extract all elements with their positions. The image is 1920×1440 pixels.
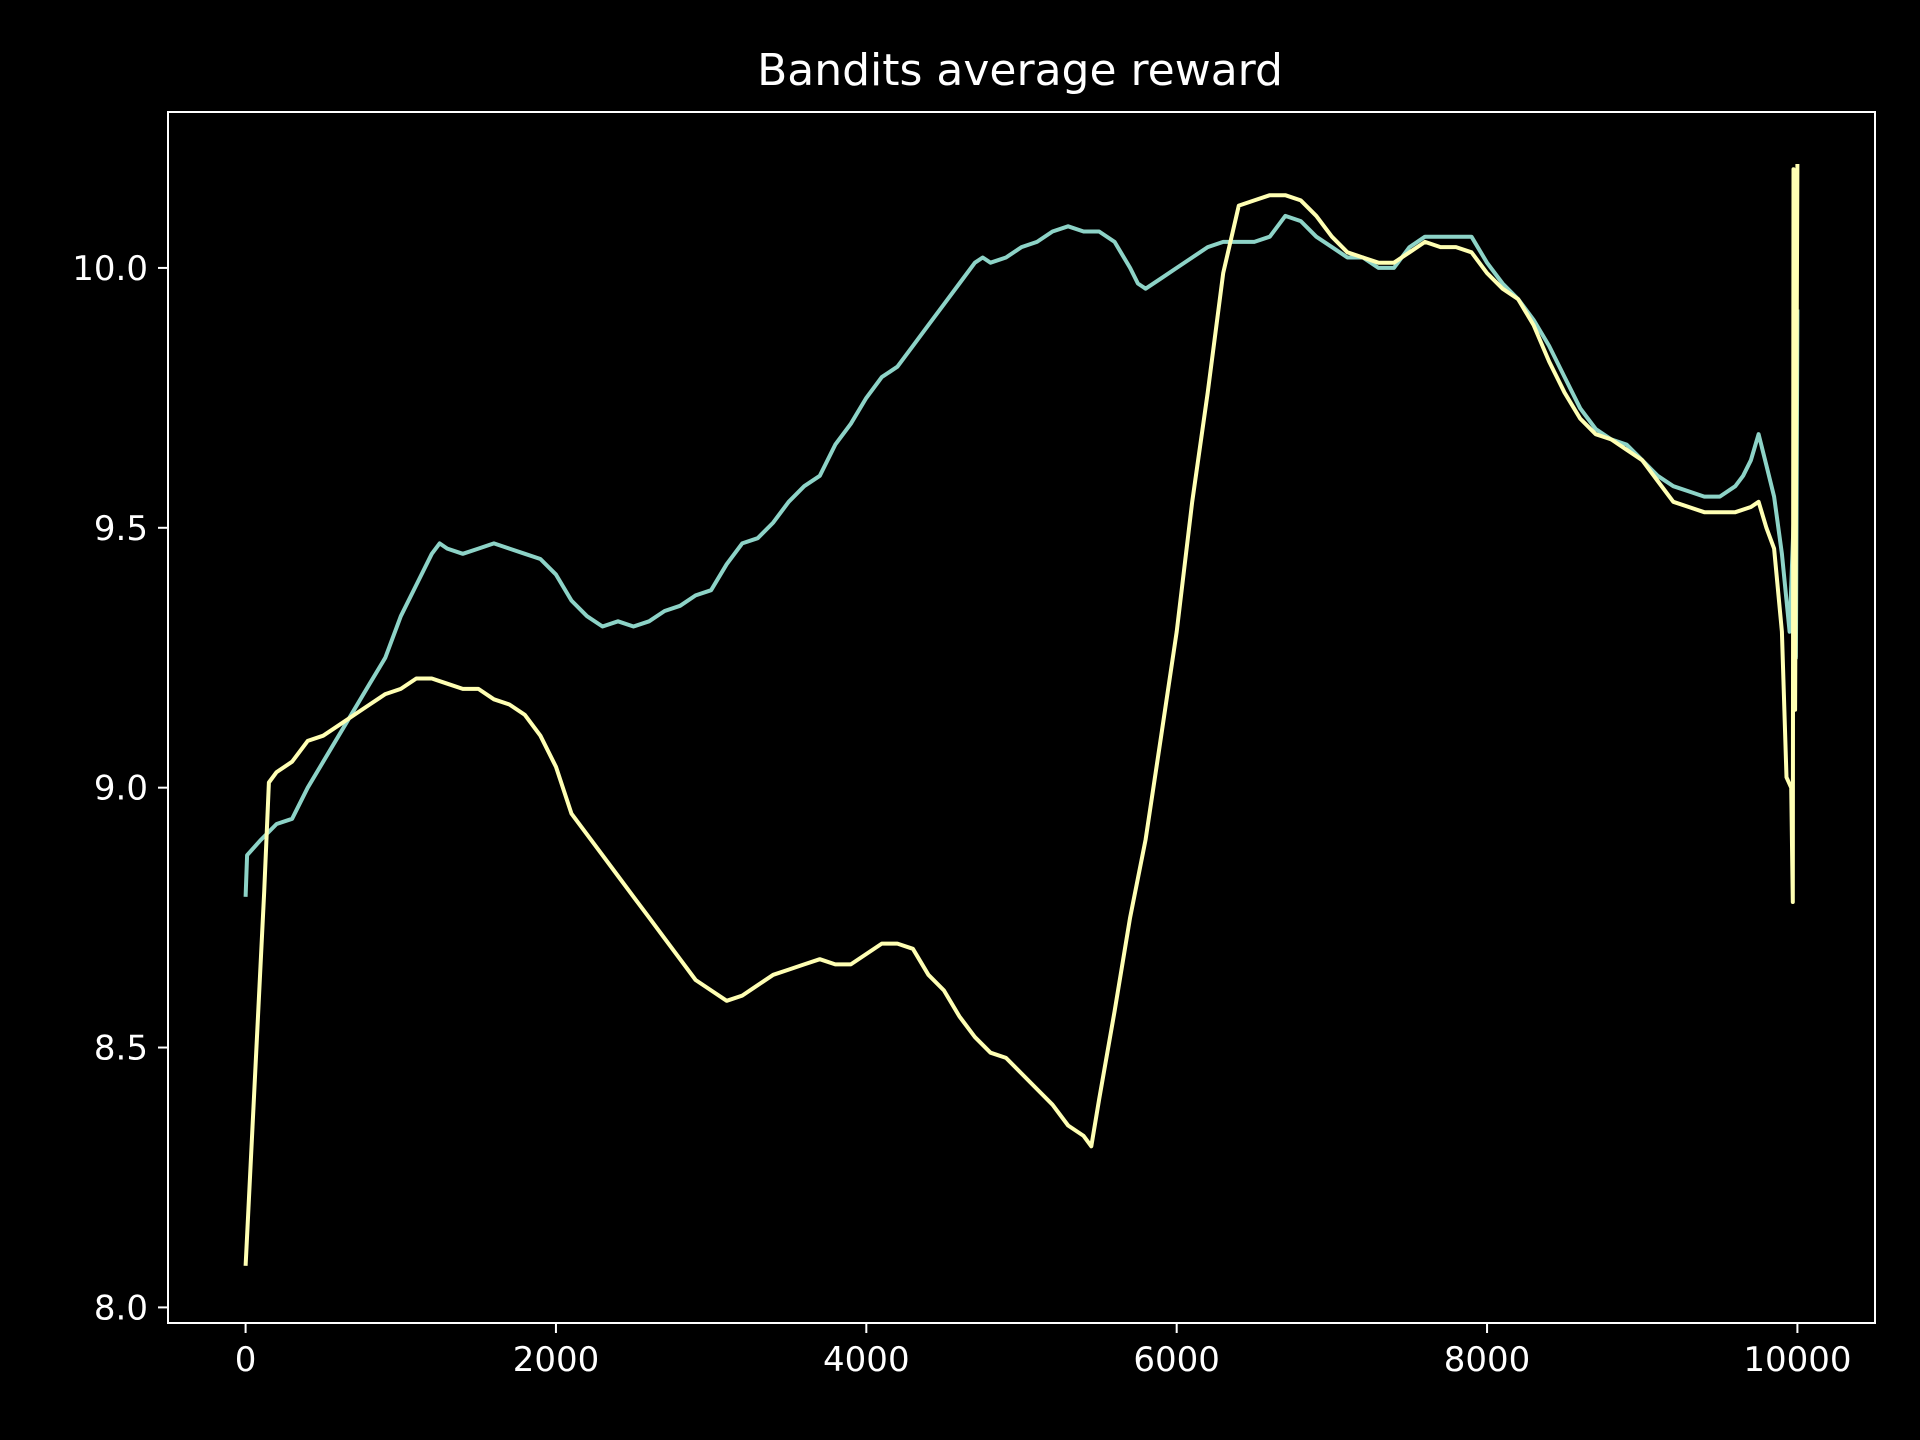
plot-frame: [167, 111, 1876, 1324]
series-line-2: [243, 163, 1800, 1266]
series-layer: [243, 163, 1800, 1266]
y-axis: 8.0 8.5 9.0 9.5 10.0: [72, 249, 168, 1328]
x-tick-label: 0: [235, 1340, 257, 1380]
x-tick-label: 2000: [513, 1340, 600, 1380]
x-tick-label: 10000: [1743, 1340, 1851, 1380]
y-tick-label: 8.5: [94, 1029, 148, 1069]
y-tick-label: 10.0: [72, 249, 148, 289]
x-tick-label: 6000: [1133, 1340, 1220, 1380]
y-tick-label: 9.5: [94, 509, 148, 549]
y-tick-label: 8.0: [94, 1288, 148, 1328]
y-tick-label: 9.0: [94, 769, 148, 809]
chart-title: Bandits average reward: [757, 45, 1283, 96]
x-tick-label: 4000: [823, 1340, 910, 1380]
x-tick-label: 8000: [1444, 1340, 1531, 1380]
x-axis: 0 2000 4000 6000 8000 10000: [235, 1323, 1851, 1380]
